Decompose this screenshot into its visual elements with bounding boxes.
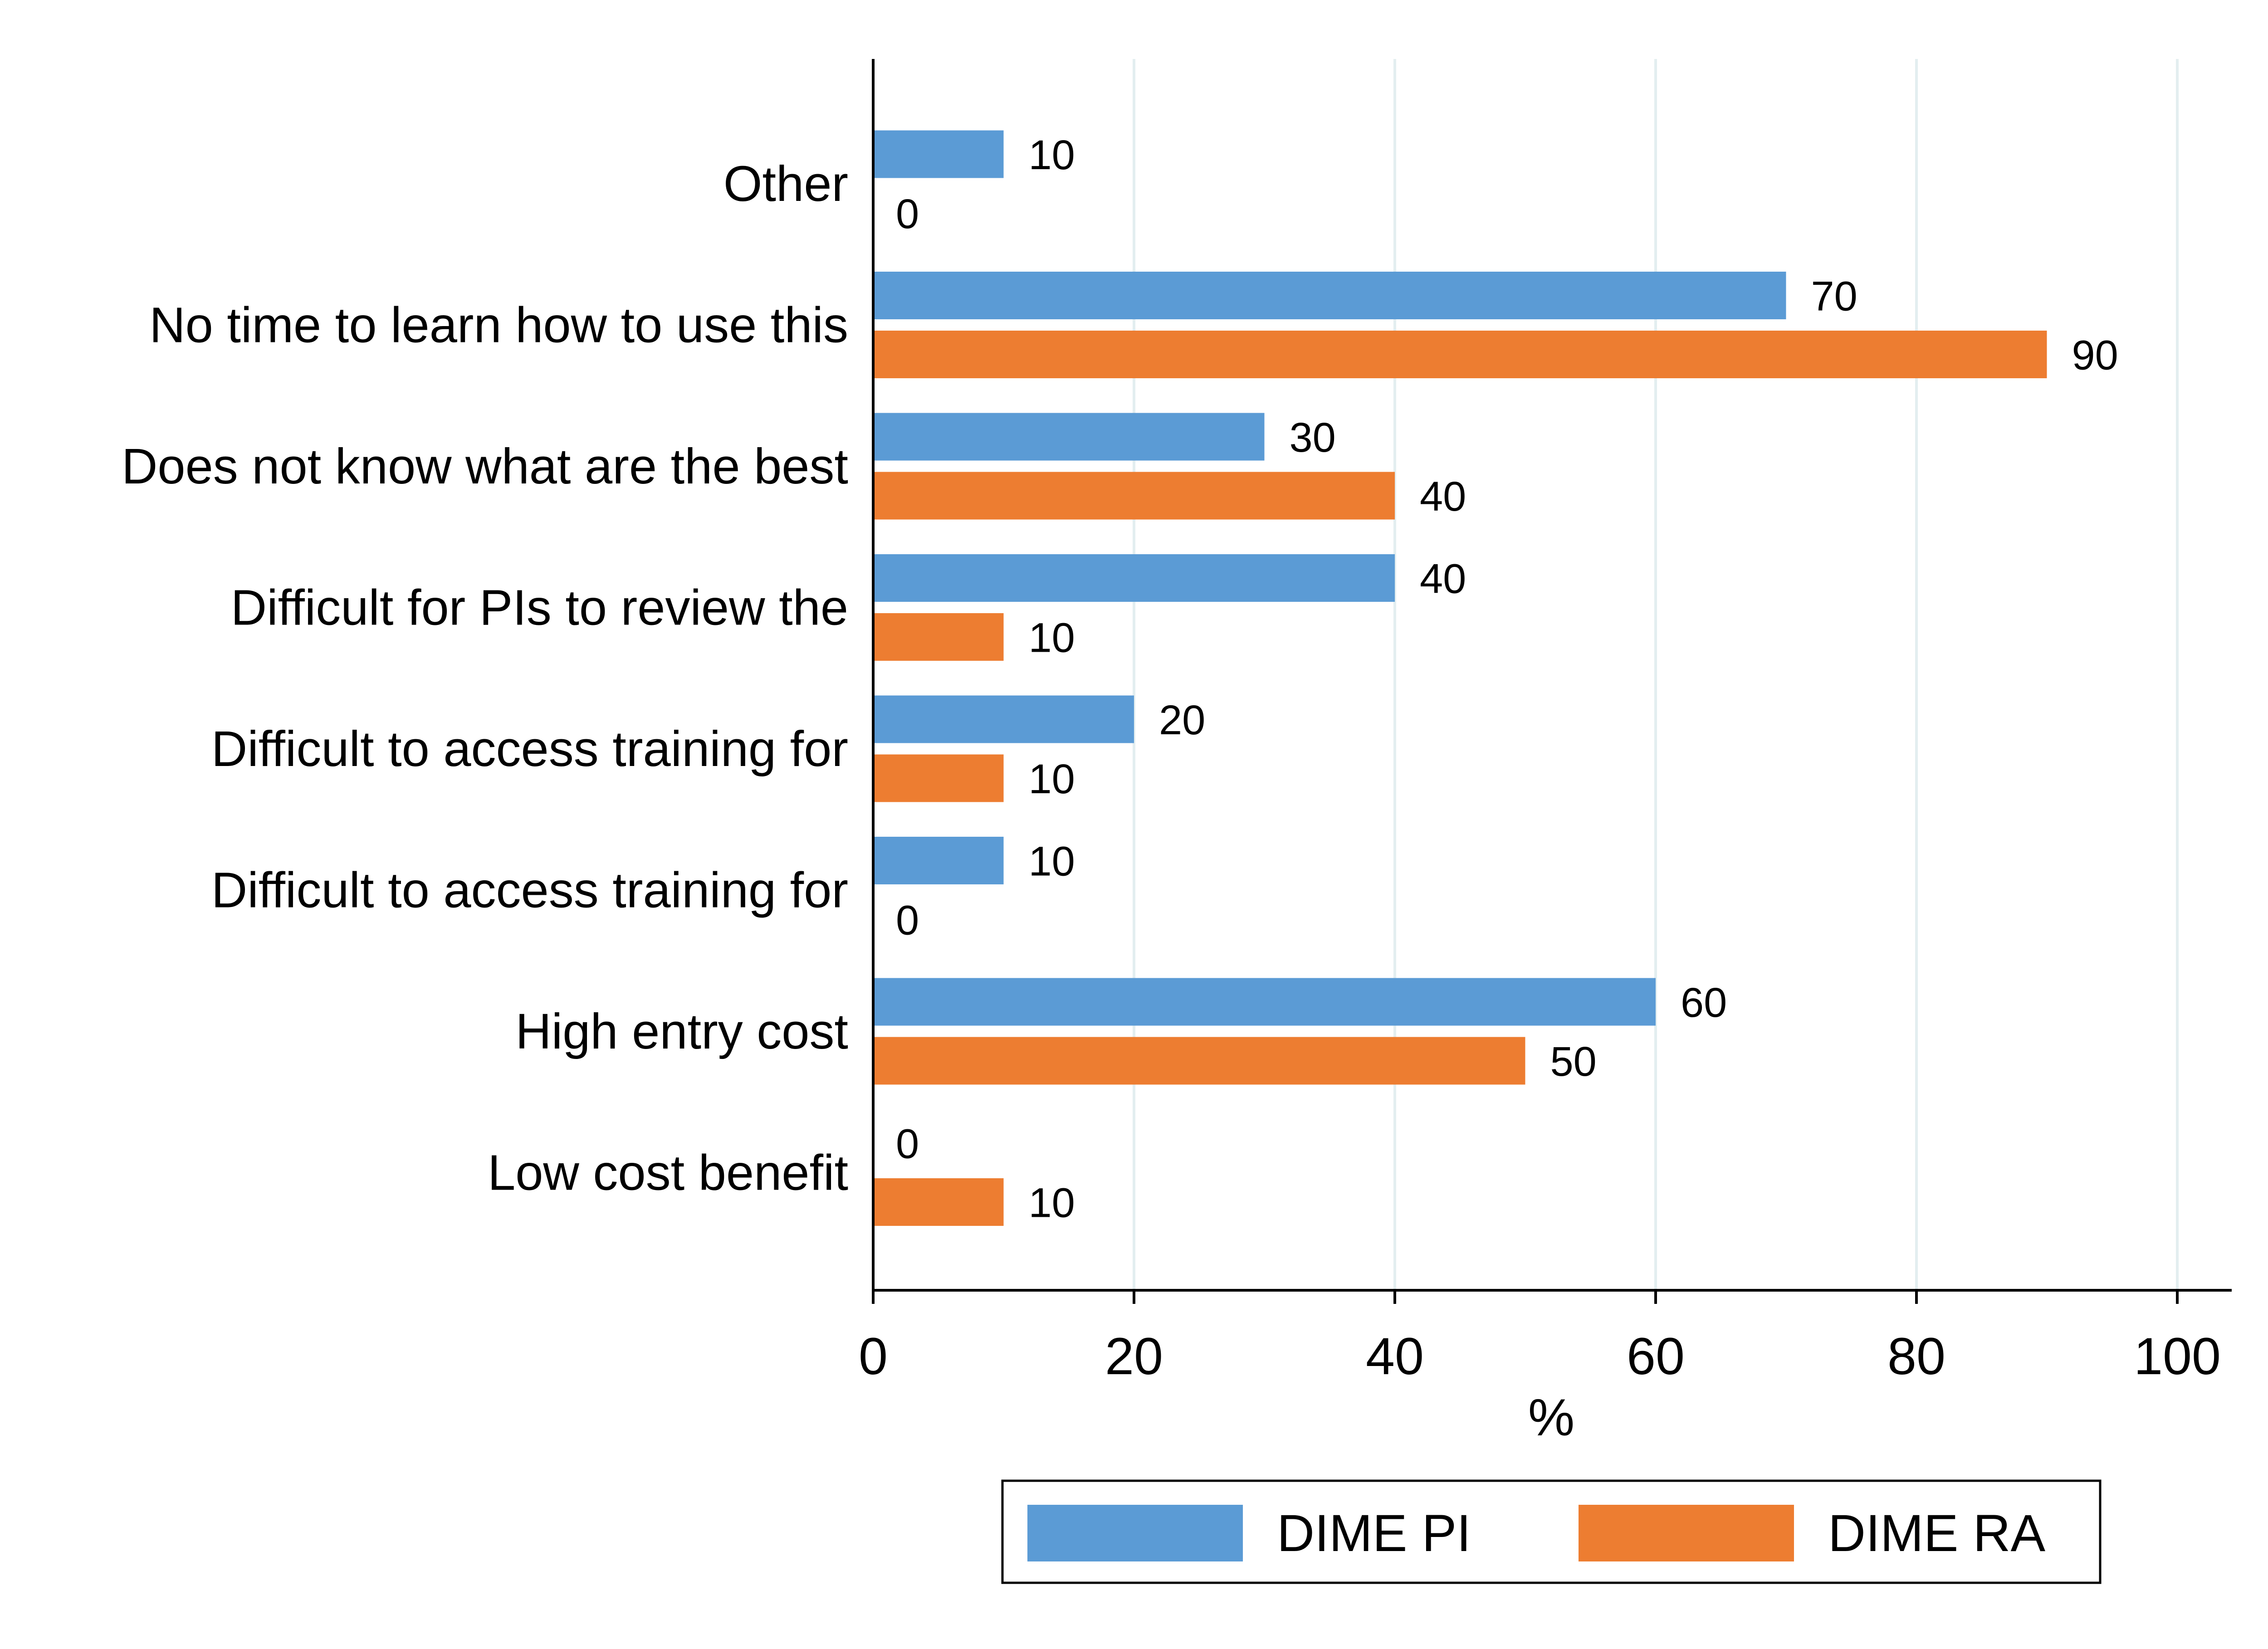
value-label-dime-pi-4: 20: [1159, 697, 1205, 743]
bar-dime-pi-0: [873, 130, 1004, 178]
bar-dime-ra-2: [873, 472, 1395, 520]
value-label-dime-pi-0: 10: [1029, 132, 1075, 178]
legend-label-dime-ra: DIME RA: [1828, 1504, 2046, 1562]
bar-dime-pi-1: [873, 272, 1786, 319]
legend-label-dime-pi: DIME PI: [1277, 1504, 1471, 1562]
legend-swatch-dime-ra: [1579, 1505, 1794, 1561]
value-label-dime-pi-2: 30: [1290, 415, 1336, 461]
bar-dime-ra-6: [873, 1037, 1525, 1085]
gridlines: [1133, 59, 2179, 1290]
value-label-dime-ra-5: 0: [896, 898, 919, 944]
category-label-4: Difficult to access training for: [211, 721, 848, 777]
value-label-dime-ra-2: 40: [1420, 473, 1466, 520]
value-label-dime-pi-5: 10: [1029, 839, 1075, 885]
legend: DIME PI DIME RA: [1001, 1479, 2102, 1584]
value-label-dime-ra-6: 50: [1550, 1039, 1597, 1085]
category-label-0: Other: [723, 156, 848, 212]
bar-dime-ra-3: [873, 613, 1004, 661]
legend-swatch-dime-pi: [1027, 1505, 1243, 1561]
bar-dime-pi-4: [873, 695, 1134, 743]
value-label-dime-pi-7: 0: [896, 1121, 919, 1167]
value-label-dime-ra-4: 10: [1029, 756, 1075, 802]
value-label-dime-pi-1: 70: [1811, 273, 1857, 320]
bar-dime-pi-2: [873, 413, 1265, 461]
value-label-dime-pi-6: 60: [1681, 980, 1727, 1026]
x-ticks: 0 20 40 60 80 100: [859, 1290, 2221, 1386]
category-label-7: Low cost benefit: [488, 1145, 848, 1201]
value-label-dime-ra-3: 10: [1029, 615, 1075, 661]
x-tick-label-20: 20: [1105, 1327, 1163, 1386]
category-labels: Other No time to learn how to use this Doe…: [122, 156, 848, 1201]
value-label-dime-pi-3: 40: [1420, 556, 1466, 602]
value-label-dime-ra-0: 0: [896, 191, 919, 237]
bar-dime-pi-3: [873, 554, 1395, 602]
axes: [872, 59, 2232, 1292]
category-label-5: Difficult to access training for: [211, 863, 848, 918]
bar-dime-ra-7: [873, 1178, 1004, 1226]
x-tick-label-40: 40: [1366, 1327, 1424, 1386]
x-tick-label-60: 60: [1627, 1327, 1685, 1386]
category-label-1: No time to learn how to use this: [149, 298, 848, 353]
x-tick-label-100: 100: [2134, 1327, 2221, 1386]
x-axis-title: %: [1528, 1389, 1574, 1447]
bar-dime-ra-1: [873, 331, 2047, 378]
value-label-dime-ra-1: 90: [2072, 332, 2118, 379]
x-tick-label-0: 0: [859, 1327, 888, 1386]
bar-dime-pi-5: [873, 837, 1004, 884]
bar-dime-pi-6: [873, 978, 1656, 1026]
value-label-dime-ra-7: 10: [1029, 1180, 1075, 1226]
x-tick-label-80: 80: [1887, 1327, 1945, 1386]
bar-dime-ra-4: [873, 754, 1004, 802]
category-label-3: Difficult for PIs to review the: [231, 580, 848, 636]
bars: [873, 130, 2047, 1226]
value-labels: 10 0 70 90 30 40 40 10 20 10 10 0 60 50 0 10: [896, 132, 2118, 1226]
category-label-6: High entry cost: [515, 1004, 848, 1059]
category-label-2: Does not know what are the best: [122, 439, 848, 494]
